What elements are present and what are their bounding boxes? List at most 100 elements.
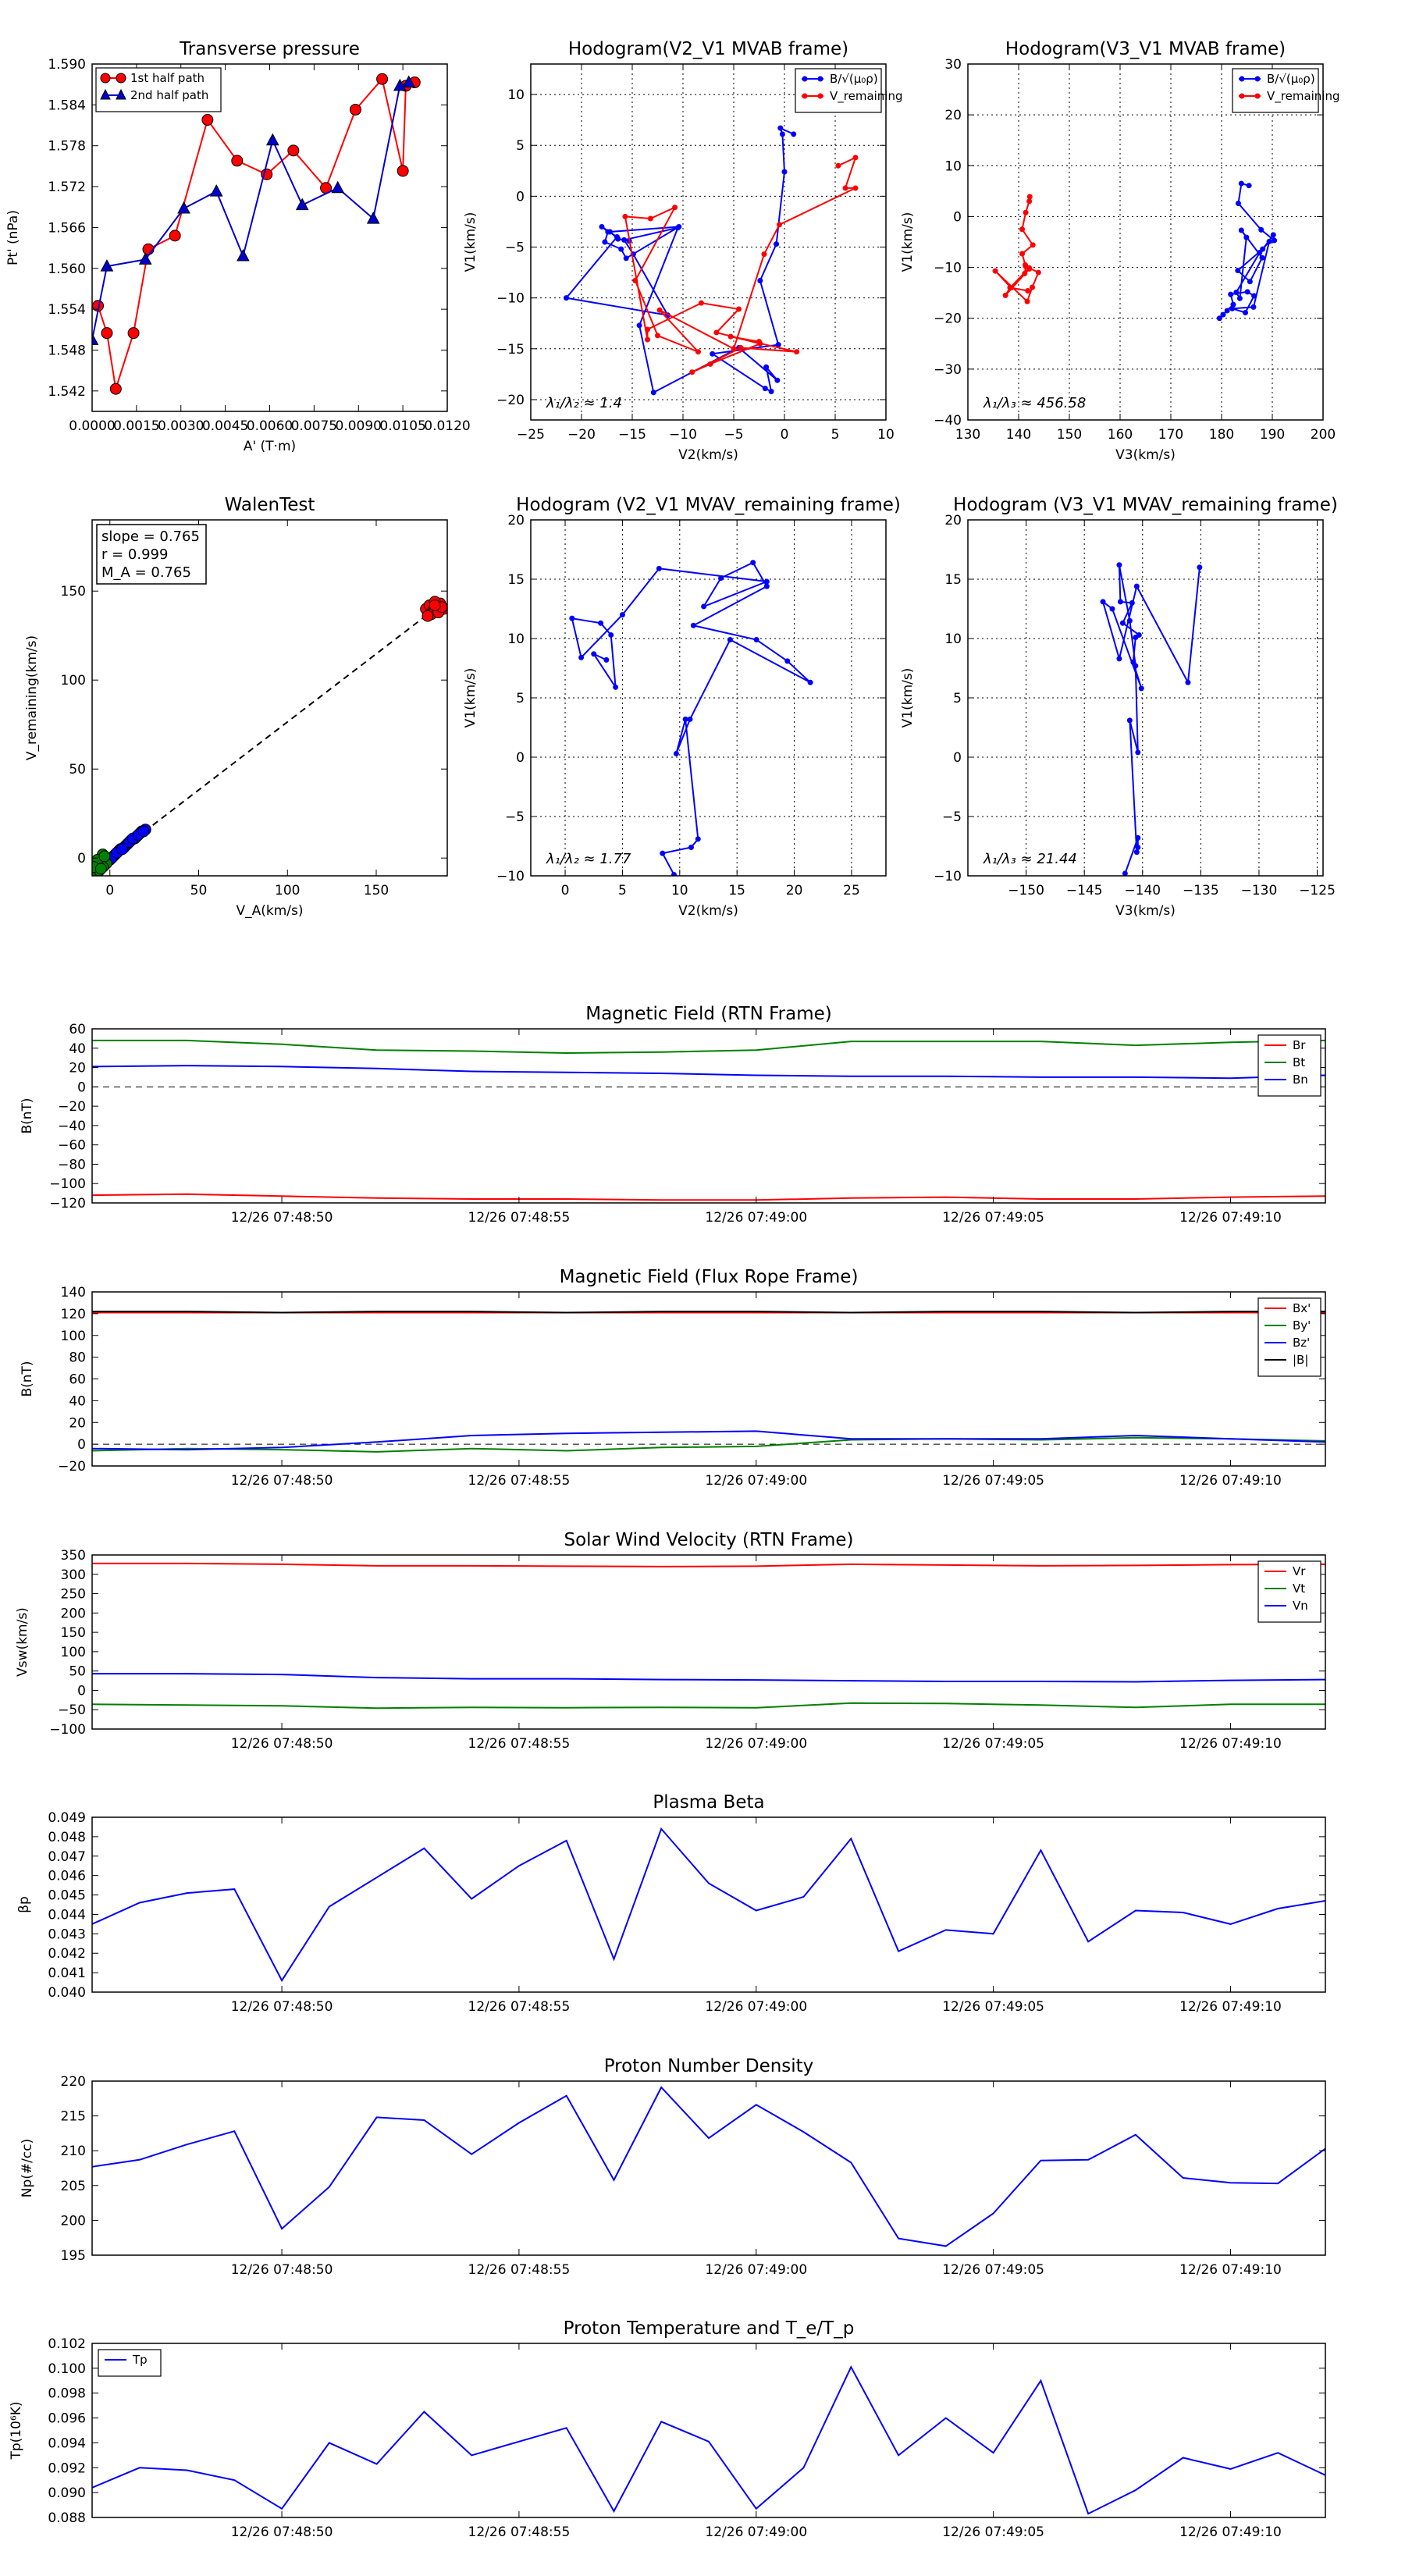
chart-title: Transverse pressure: [179, 39, 360, 59]
data-point: [781, 169, 788, 175]
y-tick-label: 0.046: [48, 1869, 86, 1884]
data-point: [1259, 254, 1265, 261]
plot-area: [92, 1311, 1325, 1453]
axes-frame: [91, 2343, 1326, 2518]
chart-np: Proton Number Density 12/26 07:48:50 12/26…: [20, 2056, 1326, 2278]
legend-label: Tp: [132, 2353, 148, 2367]
y-tick-label: 20: [507, 513, 525, 528]
x-tick-label: 160: [1108, 427, 1133, 443]
data-point: [718, 575, 724, 581]
y-tick-label: 220: [61, 2074, 86, 2090]
x-tick-label: 12/26 07:49:10: [1179, 1210, 1282, 1226]
series-line-By-: [92, 1436, 1325, 1453]
y-tick-label: 60: [69, 1022, 86, 1037]
x-tick-label: 12/26 07:48:55: [468, 2262, 571, 2278]
data-point: [366, 212, 380, 224]
legend-label: Vr: [1293, 1564, 1306, 1578]
series-markers: [622, 155, 859, 375]
data-point: [682, 716, 688, 722]
x-tick-label: 140: [1006, 427, 1031, 443]
data-point: [287, 144, 300, 157]
y-tick-label: 150: [61, 584, 86, 600]
y-tick-label: 0.092: [48, 2460, 86, 2476]
y-tick-label: 20: [944, 108, 962, 123]
plot-area: [92, 2086, 1325, 2247]
y-tick-label: −10: [496, 869, 525, 884]
data-point: [1026, 265, 1033, 271]
y-tick-label: 0.041: [48, 1966, 86, 1981]
legend-marker: [100, 73, 111, 84]
data-point: [101, 327, 113, 340]
legend-label: |B|: [1293, 1353, 1308, 1367]
series-markers: [92, 849, 112, 876]
x-tick-label: 25: [843, 883, 860, 898]
y-axis-label: B(nT): [20, 1098, 35, 1133]
chart-title: Hodogram (V3_V1 MVAV_remaining frame): [953, 495, 1338, 515]
y-tick-label: 0: [77, 851, 86, 866]
data-point: [127, 327, 140, 340]
x-tick-label: 12/26 07:49:05: [942, 1210, 1044, 1226]
y-tick-label: 0.045: [48, 1888, 86, 1904]
x-tick-label: 12/26 07:49:10: [1179, 2524, 1282, 2540]
y-tick-label: 15: [944, 572, 962, 588]
plot-area: [92, 2365, 1325, 2515]
x-tick-label: 12/26 07:48:55: [468, 2524, 571, 2540]
x-tick-label: 10: [671, 883, 688, 898]
x-tick-label: 0.0015: [113, 418, 159, 434]
legend-marker: [100, 88, 111, 100]
data-point: [774, 377, 781, 383]
x-tick-label: −130: [1241, 883, 1278, 898]
legend-marker: [817, 76, 823, 82]
data-point: [701, 603, 707, 610]
plot-area: [92, 73, 421, 395]
x-tick-label: 12/26 07:49:05: [942, 1473, 1044, 1489]
series-line-Bn: [92, 1065, 1325, 1080]
data-point: [690, 622, 696, 628]
chart-title: Hodogram (V2_V1 MVAV_remaining frame): [516, 495, 901, 515]
fit-line: [92, 605, 439, 873]
x-tick-label: 12/26 07:49:10: [1179, 1736, 1282, 1752]
data-point: [636, 322, 642, 329]
data-point: [1235, 200, 1241, 206]
x-tick-label: 12/26 07:49:10: [1179, 1473, 1282, 1489]
data-point: [1244, 289, 1250, 295]
data-point: [116, 843, 129, 856]
y-tick-label: 15: [507, 572, 525, 588]
data-point: [1266, 238, 1272, 244]
data-point: [1258, 226, 1264, 233]
data-point: [687, 716, 693, 722]
data-point: [137, 825, 150, 838]
y-tick-label: −20: [496, 393, 525, 408]
data-point: [1185, 679, 1191, 685]
data-point: [98, 850, 111, 863]
y-axis-label: V1(km/s): [900, 212, 916, 272]
data-point: [632, 278, 638, 284]
data-point: [779, 131, 785, 137]
data-point: [852, 155, 859, 161]
data-point: [201, 114, 214, 126]
series-line-Np: [92, 2086, 1325, 2247]
y-tick-label: 210: [61, 2144, 86, 2159]
axes-frame: [967, 519, 1324, 877]
plot-area: [92, 1827, 1325, 1983]
series-markers: [569, 560, 813, 876]
data-point: [794, 349, 800, 355]
x-tick-label: 12/26 07:49:05: [942, 2524, 1044, 2540]
series-line-Bt: [92, 1039, 1325, 1055]
axes-frame: [91, 519, 448, 877]
y-tick-label: 100: [61, 1645, 86, 1660]
y-axis-label: V1(km/s): [463, 668, 478, 728]
chart-title: Solar Wind Velocity (RTN Frame): [564, 1530, 853, 1550]
data-point: [689, 369, 695, 375]
data-point: [169, 229, 181, 242]
y-axis-label: V1(km/s): [463, 212, 478, 272]
data-point: [842, 185, 848, 191]
series-markers: [992, 194, 1041, 304]
data-point: [1116, 562, 1122, 568]
x-tick-label: 0.0090: [336, 418, 382, 434]
data-point: [777, 125, 784, 131]
series-line-B-: [564, 126, 795, 394]
x-tick-label: −15: [618, 427, 646, 443]
data-point: [1122, 870, 1128, 876]
y-tick-label: 1.590: [48, 57, 86, 73]
